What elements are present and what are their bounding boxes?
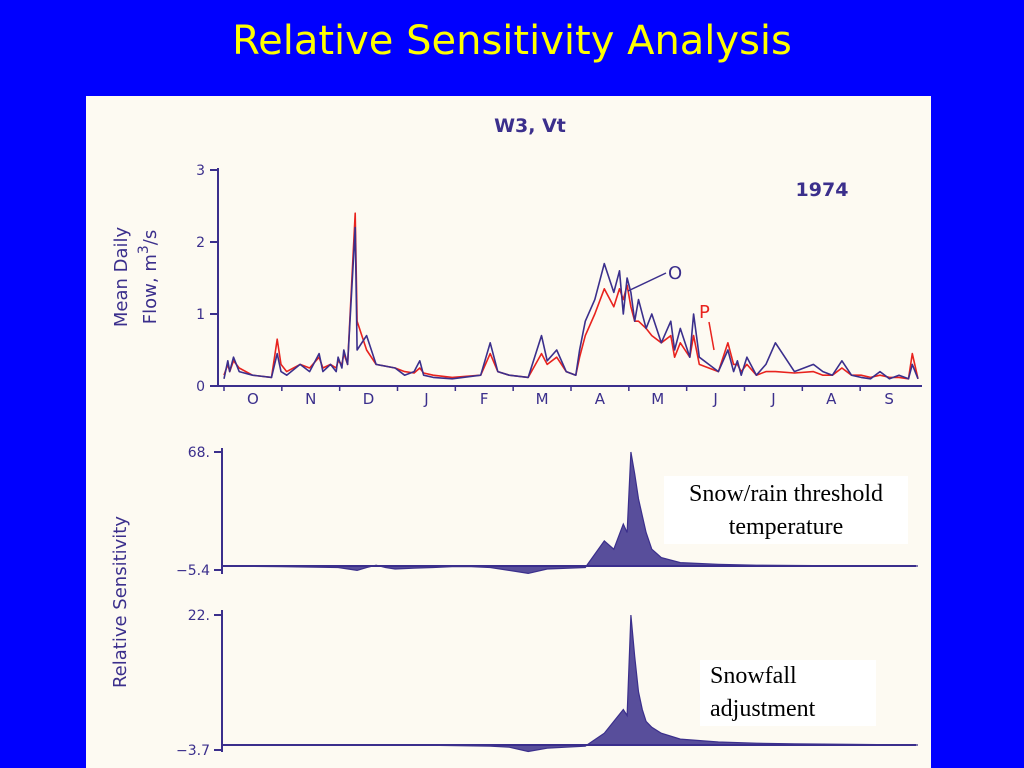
sensitivity-ylabel: Relative Sensitivity: [110, 516, 131, 688]
flow-ylabel-unit-group: Flow, m3/s: [136, 230, 161, 324]
flow-ytick-label-2: 2: [196, 235, 205, 251]
flow-ytick-label-3: 3: [196, 163, 205, 179]
slide-title: Relative Sensitivity Analysis: [232, 18, 792, 64]
series-line-O: [223, 226, 919, 380]
flow-ylabel: Mean Daily: [111, 226, 132, 327]
sensitivity-ylabel-group: Relative Sensitivity: [110, 516, 131, 688]
figure-panel: [86, 96, 931, 768]
flow-ytick-label-0: 0: [196, 379, 205, 395]
callout-threshold-line1: Snow/rain threshold: [689, 481, 883, 507]
flow-xtick-label-8: J: [712, 390, 717, 408]
observed-leader: [627, 272, 667, 292]
observed-label: O: [668, 263, 682, 284]
sens1-series: [223, 451, 918, 575]
sens1-ymax-label: 68.: [188, 445, 210, 461]
flow-xtick-label-4: F: [480, 390, 489, 408]
flow-ylabel-line2: Flow, m: [140, 254, 161, 324]
flow-xtick-label-3: J: [423, 390, 428, 408]
callout-snowfall-line1: Snowfall: [710, 663, 797, 689]
sens2-ymin-label: −3.7: [176, 743, 210, 759]
flow-xtick-label-7: M: [651, 390, 664, 408]
sens1-ymin-label: −5.4: [176, 563, 210, 579]
sens2-series: [224, 614, 919, 753]
predicted-leader: [708, 321, 715, 351]
flow-xtick-label-6: A: [595, 390, 606, 408]
flow-ylabel-unit: /s: [140, 230, 161, 245]
flow-ylabel-sup: 3: [136, 245, 152, 254]
series-line-P: [223, 212, 919, 380]
flow-ytick-label-1: 1: [196, 307, 205, 323]
flow-xtick-label-1: N: [305, 390, 316, 408]
flow-ylabel-line1: Mean Daily: [111, 226, 132, 327]
flow-xtick-label-2: D: [363, 390, 375, 408]
flow-ylabel-line2-text: Flow, m3/s: [136, 230, 161, 324]
sens1-line: [223, 451, 918, 575]
predicted-label: P: [699, 302, 710, 323]
flow-xtick-label-10: A: [826, 390, 837, 408]
sens2-line: [224, 614, 919, 753]
flow-xtick-label-5: M: [536, 390, 549, 408]
flow-yticks: 0 1 2 3: [196, 163, 218, 395]
year-annotation: 1974: [796, 179, 849, 201]
callout-threshold: Snow/rain threshold temperature: [664, 476, 908, 544]
flow-series: [223, 212, 919, 380]
sens2-ymax-label: 22.: [188, 608, 210, 624]
callout-snowfall: Snowfall adjustment: [700, 660, 876, 726]
flow-xtick-label-9: J: [770, 390, 775, 408]
callout-threshold-line2: temperature: [728, 514, 844, 540]
chart-title: W3, Vt: [494, 115, 566, 137]
flow-xtick-label-0: O: [247, 390, 259, 408]
callout-snowfall-line2: adjustment: [710, 696, 816, 722]
flow-xtick-label-11: S: [884, 390, 894, 408]
